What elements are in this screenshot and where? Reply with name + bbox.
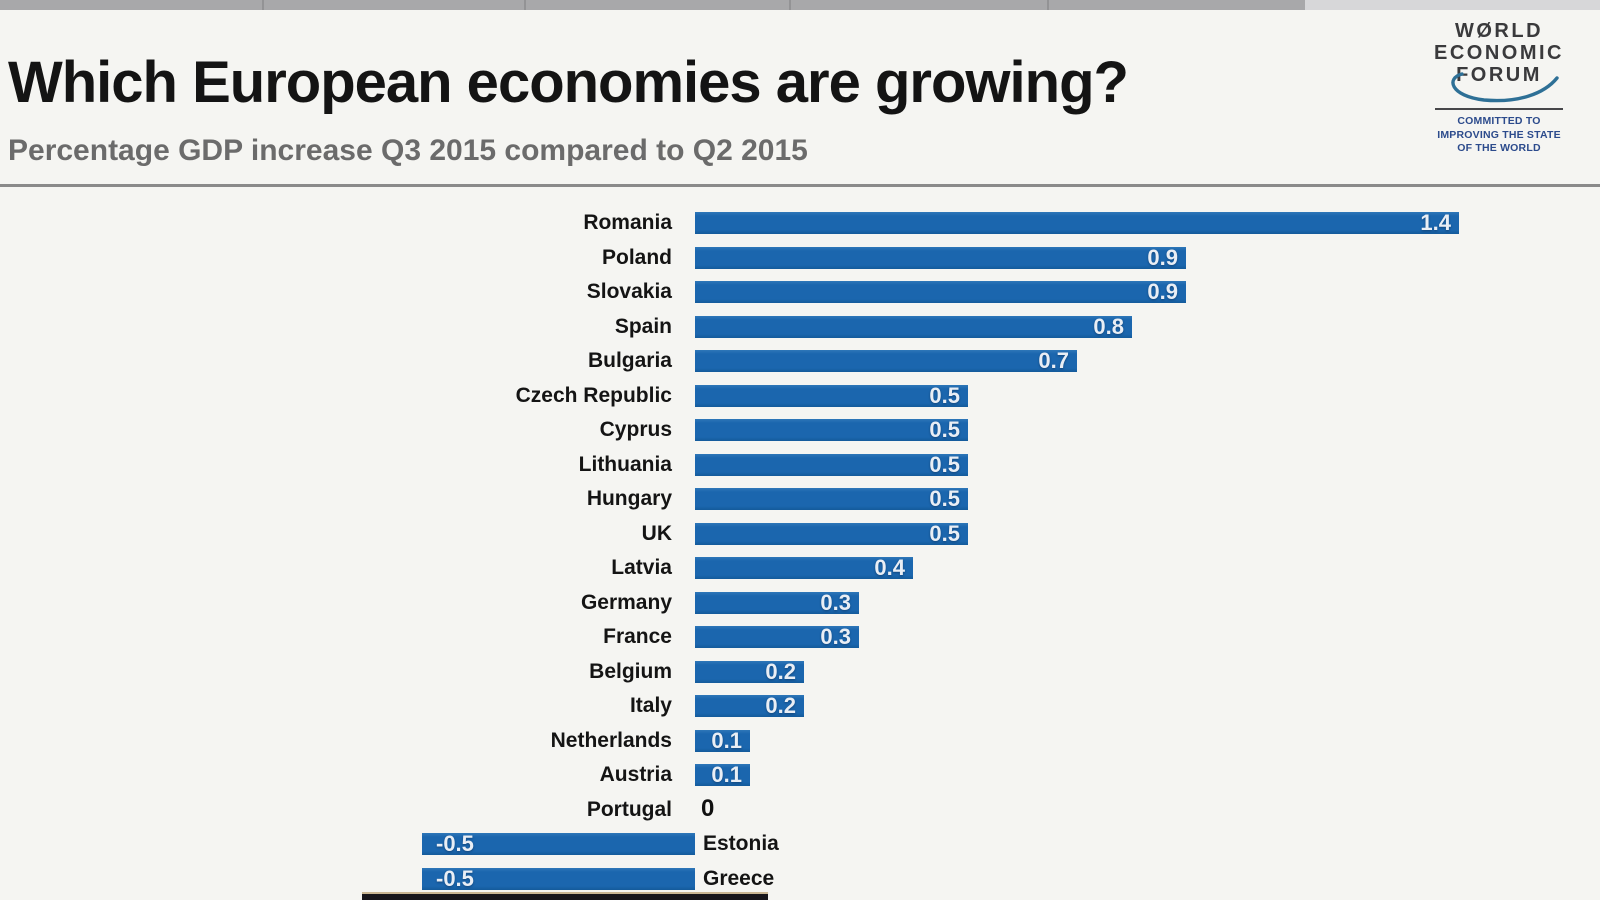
chart-row: Germany 0.3 [0, 590, 1600, 615]
zero-value-label: 0 [701, 795, 715, 822]
bar-value-label: 0.4 [874, 555, 905, 580]
country-label: Bulgaria [587, 349, 672, 372]
logo-text-world: WØRLD [1454, 20, 1544, 42]
tab-divider [262, 0, 264, 10]
chart-row: Belgium 0.2 [0, 659, 1600, 684]
chart-row: Hungary 0.5 [0, 486, 1600, 511]
bar-value-label: 0.5 [929, 383, 960, 408]
logo-divider [1435, 108, 1563, 110]
bar: 0.5 [695, 486, 968, 511]
bottom-partial-bar [362, 892, 768, 900]
chart-row: Greece -0.5 [0, 866, 1600, 891]
bar: 0.4 [695, 555, 913, 580]
country-label: Romania [583, 211, 672, 234]
country-label: Hungary [586, 487, 672, 510]
bar: -0.5 [422, 831, 695, 856]
chart-row: UK 0.5 [0, 521, 1600, 546]
bar: 0.7 [695, 348, 1077, 373]
bar-value-label: 0.5 [929, 452, 960, 477]
tab-divider [1047, 0, 1049, 10]
bar-value-label: 0.3 [820, 590, 851, 615]
bar: 0.1 [695, 728, 750, 753]
chart-row: Portugal 0 [0, 795, 1600, 822]
tab-divider [524, 0, 526, 10]
bar: 1.4 [695, 210, 1459, 235]
country-label: Germany [580, 591, 672, 614]
bar: 0.3 [695, 590, 859, 615]
bar: -0.5 [422, 866, 695, 891]
country-label: UK [641, 522, 672, 545]
bar-value-label: 0.9 [1147, 245, 1178, 270]
country-label: Lithuania [578, 453, 672, 476]
logo-text-economic: ECONOMIC [1434, 42, 1564, 64]
chart-row: Bulgaria 0.7 [0, 348, 1600, 373]
country-label: Italy [629, 694, 672, 717]
chart-row: Spain 0.8 [0, 314, 1600, 339]
bar-value-label: -0.5 [436, 831, 474, 856]
logo-tagline-line: COMMITTED TO [1457, 115, 1541, 127]
bar-value-label: 0.5 [929, 486, 960, 511]
bar: 0.3 [695, 624, 859, 649]
bar-value-label: 0.1 [711, 728, 742, 753]
logo-tagline-line: IMPROVING THE STATE [1437, 128, 1561, 141]
country-label: Greece [703, 867, 775, 890]
bar: 0.5 [695, 417, 968, 442]
bar: 0.2 [695, 659, 804, 684]
country-label: France [603, 625, 672, 648]
chart-row: Italy 0.2 [0, 693, 1600, 718]
logo-tagline-line: OF THE WORLD [1457, 142, 1541, 154]
bar-value-label: 0.5 [929, 521, 960, 546]
wef-logo: WØRLD ECONOMIC FORUM COMMITTED TO IMPROV… [1428, 20, 1570, 156]
bar-value-label: 0.9 [1147, 279, 1178, 304]
header-divider [0, 184, 1600, 187]
country-label: Estonia [703, 832, 779, 855]
chart-row: Latvia 0.4 [0, 555, 1600, 580]
bar-value-label: 0.2 [765, 693, 796, 718]
bar-value-label: 0.7 [1038, 348, 1069, 373]
bar-value-label: 1.4 [1420, 210, 1451, 235]
chart-row: Estonia -0.5 [0, 831, 1600, 856]
country-label: Portugal [586, 798, 672, 821]
bar: 0.5 [695, 521, 968, 546]
chart-row: Romania 1.4 [0, 210, 1600, 235]
country-label: Poland [601, 246, 672, 269]
chart-row: Czech Republic 0.5 [0, 383, 1600, 408]
chart-row: Slovakia 0.9 [0, 279, 1600, 304]
country-label: Netherlands [550, 729, 672, 752]
logo-text-forum: FORUM [1456, 64, 1542, 86]
bar: 0.5 [695, 452, 968, 477]
bar-value-label: 0.3 [820, 624, 851, 649]
bar: 0.8 [695, 314, 1132, 339]
bar: 0.9 [695, 245, 1186, 270]
bar-value-label: 0.8 [1093, 314, 1124, 339]
chart-row: Poland 0.9 [0, 245, 1600, 270]
country-label: Czech Republic [515, 384, 672, 407]
chart-row: Austria 0.1 [0, 762, 1600, 787]
country-label: Latvia [611, 556, 672, 579]
chart: Romania 1.4 Poland 0.9 Slovakia 0.9 Spain 0.8 Bu… [0, 210, 1600, 892]
page-title: Which European economies are growing? [8, 50, 1129, 115]
wef-swoosh-icon [1451, 72, 1559, 103]
page-subtitle: Percentage GDP increase Q3 2015 compared… [8, 134, 808, 167]
bar-value-label: 0.5 [929, 417, 960, 442]
bar-value-label: 0.2 [765, 659, 796, 684]
country-label: Spain [614, 315, 672, 338]
bar: 0.9 [695, 279, 1186, 304]
bar: 0.2 [695, 693, 804, 718]
country-label: Slovakia [586, 280, 672, 303]
country-label: Cyprus [599, 418, 672, 441]
chart-row: Netherlands 0.1 [0, 728, 1600, 753]
bar-value-label: 0.1 [711, 762, 742, 787]
bar: 0.1 [695, 762, 750, 787]
bar-value-label: -0.5 [436, 866, 474, 891]
chart-row: France 0.3 [0, 624, 1600, 649]
bar: 0.5 [695, 383, 968, 408]
top-browser-strip [0, 0, 1600, 10]
country-label: Belgium [589, 660, 672, 683]
tab-divider [789, 0, 791, 10]
country-label: Austria [599, 763, 672, 786]
chart-row: Cyprus 0.5 [0, 417, 1600, 442]
chart-row: Lithuania 0.5 [0, 452, 1600, 477]
